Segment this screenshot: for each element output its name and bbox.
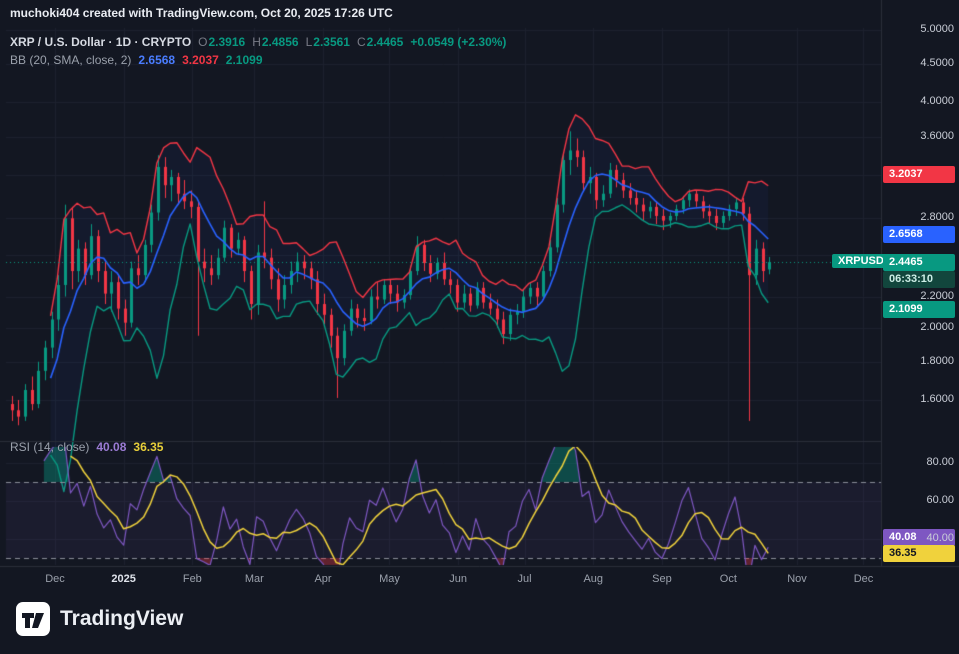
time-axis-label: Jun	[434, 573, 482, 585]
time-axis-label: May	[365, 573, 413, 585]
price-tick-label: 4.0000	[920, 95, 954, 107]
tradingview-logo-icon	[16, 602, 50, 636]
bb-lower-value: 2.1099	[226, 53, 263, 67]
time-axis-label: Apr	[299, 573, 347, 585]
bb-upper-value: 3.2037	[182, 53, 219, 67]
price-tick-label: 3.6000	[920, 130, 954, 142]
price-tick-label: 5.0000	[920, 23, 954, 35]
time-axis-label: Nov	[773, 573, 821, 585]
time-axis-label: Dec	[839, 573, 887, 585]
price-tick-label: 2.8000	[920, 211, 954, 223]
time-axis-label: Sep	[638, 573, 686, 585]
rsi-tick-label: 40.00	[926, 532, 954, 544]
rsi-legend[interactable]: RSI (14, close) 40.08 36.35	[10, 440, 163, 454]
time-axis[interactable]: Dec2025FebMarAprMayJunJulAugSepOctNovDec	[0, 568, 881, 594]
rsi-tick-label: 80.00	[926, 456, 954, 468]
bb-upper-price-label: 3.2037	[883, 166, 955, 183]
rsi-ma-value: 36.35	[133, 440, 163, 454]
price-tick-label: 4.5000	[920, 57, 954, 69]
rsi-label: RSI (14, close)	[10, 440, 89, 454]
close-label: C	[357, 35, 366, 49]
bb-label: BB (20, SMA, close, 2)	[10, 53, 131, 67]
price-tick-label: 2.0000	[920, 321, 954, 333]
time-axis-label: Aug	[569, 573, 617, 585]
high-value: 2.4856	[262, 35, 299, 49]
close-value: 2.4465	[367, 35, 404, 49]
last-price-label: 2.4465	[883, 254, 955, 271]
bb-basis-value: 2.6568	[138, 53, 175, 67]
open-value: 2.3916	[209, 35, 246, 49]
symbol-title: XRP / U.S. Dollar · 1D · CRYPTO	[10, 35, 191, 49]
attribution-text: muchoki404 created with TradingView.com,…	[10, 6, 393, 20]
time-axis-label: Jul	[501, 573, 549, 585]
bb-basis-price-label: 2.6568	[883, 226, 955, 243]
time-axis-label: Oct	[704, 573, 752, 585]
rsi-ma-price-label: 36.35	[883, 545, 955, 562]
symbol-legend[interactable]: XRP / U.S. Dollar · 1D · CRYPTO O2.3916 …	[10, 35, 506, 49]
change-value: +0.0549 (+2.30%)	[410, 35, 506, 49]
tradingview-logo-text: TradingView	[60, 607, 183, 631]
price-tick-label: 2.2000	[920, 290, 954, 302]
rsi-value: 40.08	[96, 440, 126, 454]
low-value: 2.3561	[313, 35, 350, 49]
time-axis-label: Dec	[31, 573, 79, 585]
bar-countdown-label: 06:33:10	[883, 271, 955, 288]
time-axis-label: Feb	[168, 573, 216, 585]
tradingview-chart-screenshot: muchoki404 created with TradingView.com,…	[0, 0, 959, 654]
time-axis-label: 2025	[100, 573, 148, 585]
time-axis-label: Mar	[230, 573, 278, 585]
low-label: L	[306, 35, 313, 49]
price-axis[interactable]: 3.2037 2.6568 2.4465 06:33:10 2.1099 40.…	[881, 0, 959, 566]
bollinger-legend[interactable]: BB (20, SMA, close, 2) 2.6568 3.2037 2.1…	[10, 53, 263, 67]
bb-lower-price-label: 2.1099	[883, 301, 955, 318]
rsi-tick-label: 60.00	[926, 494, 954, 506]
open-label: O	[198, 35, 207, 49]
chart-canvas[interactable]	[0, 0, 959, 654]
high-label: H	[252, 35, 261, 49]
price-tick-label: 1.6000	[920, 393, 954, 405]
tradingview-logo[interactable]: TradingView	[16, 602, 183, 636]
price-tick-label: 1.8000	[920, 355, 954, 367]
